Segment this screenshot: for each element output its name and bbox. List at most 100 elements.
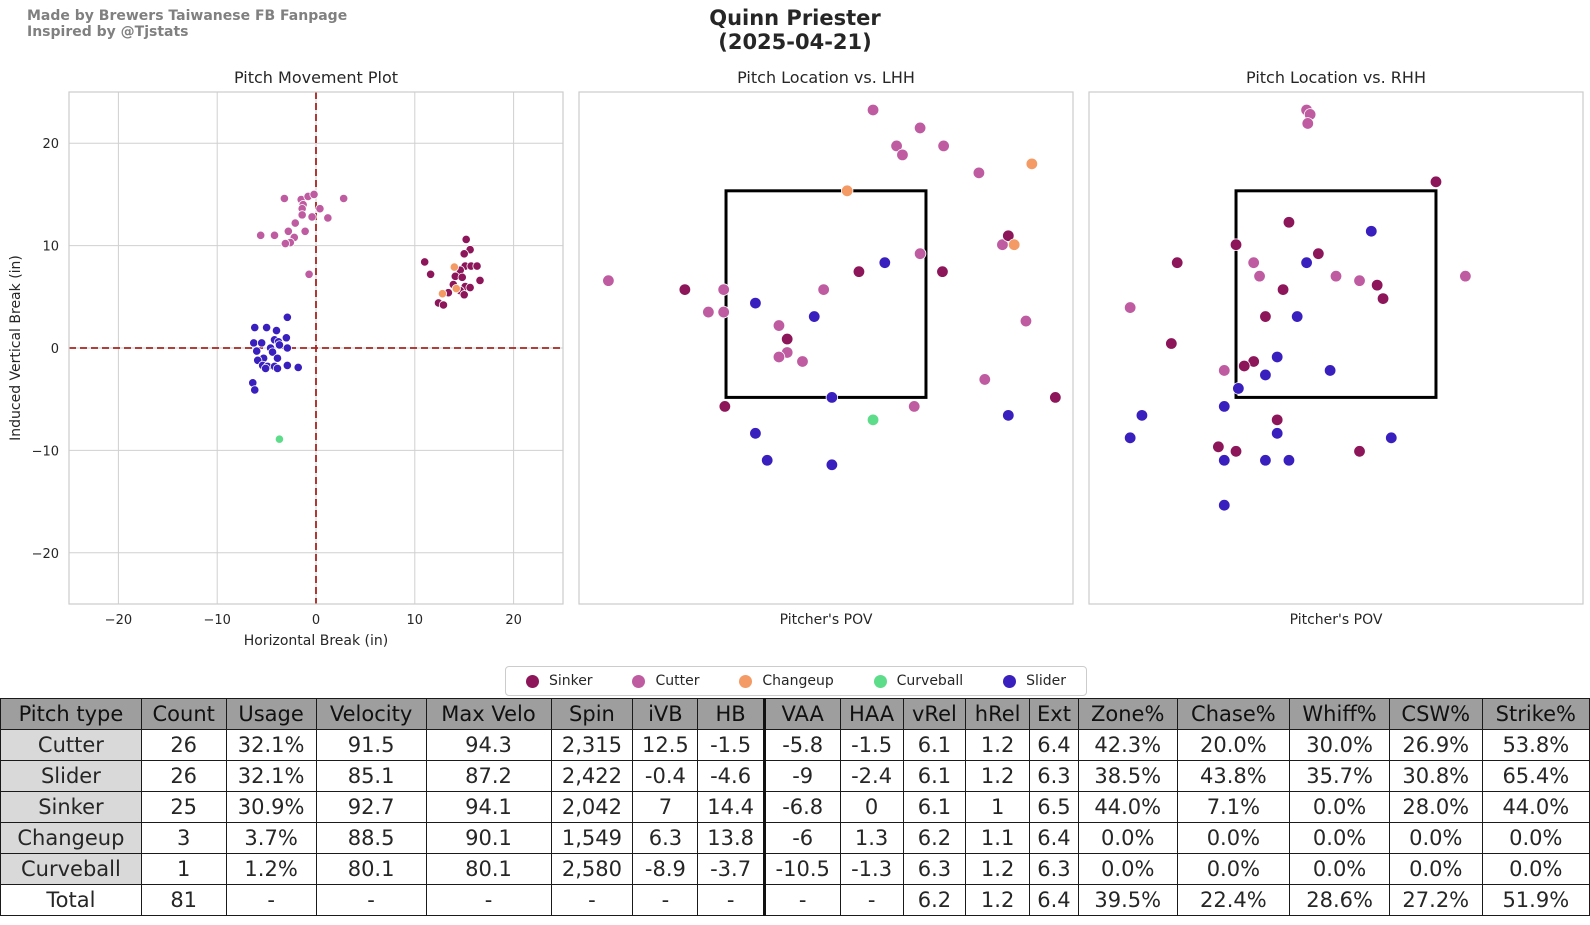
lhh-point-sinker — [1049, 391, 1062, 404]
movement-point-slider — [252, 346, 262, 356]
table-cell: 6.4 — [1029, 729, 1079, 761]
chart-title: Quinn Priester (2025-04-21) — [645, 6, 945, 54]
table-cell: -4.6 — [697, 760, 766, 792]
rhh-point-slider — [1218, 454, 1231, 467]
rhh-point-slider — [1323, 364, 1337, 377]
rhh-point-sinker — [1276, 283, 1290, 296]
table-cell: 6.5 — [1029, 791, 1079, 823]
column-header: Chase% — [1176, 698, 1291, 730]
table-cell: -6 — [763, 822, 841, 854]
movement-point-slider — [293, 362, 303, 373]
rhh-point-slider — [1135, 409, 1149, 422]
movement-point-slider — [282, 312, 292, 322]
rhh-frame — [1088, 91, 1584, 605]
movement-point-sinker — [461, 234, 471, 245]
table-cell: 81 — [140, 884, 227, 916]
movement-xtick-label: −20 — [105, 613, 132, 628]
table-cell: 6.3 — [632, 822, 699, 854]
credits: Made by Brewers Taiwanese FB Fanpage Ins… — [27, 8, 347, 40]
table-cell: 26 — [140, 729, 227, 761]
table-cell: 44.0% — [1077, 791, 1178, 823]
table-cell: 90.1 — [425, 822, 552, 854]
rhh-point-sinker — [1370, 278, 1384, 292]
table-header-row: Pitch type Count Usage Velocity Max Velo Spin… — [0, 698, 1590, 730]
table-cell: -8.9 — [632, 853, 699, 885]
legend-marker — [873, 674, 887, 688]
movement-title: Pitch Movement Plot — [234, 68, 398, 87]
lhh-point-slider — [808, 310, 821, 323]
table-cell: 0.0% — [1481, 853, 1590, 885]
legend-item-curveball: Curveball — [873, 673, 963, 689]
movement-point-cutter — [269, 230, 280, 240]
movement-point-cutter — [279, 193, 289, 204]
pitch-type-cell: Cutter — [0, 729, 142, 761]
table-cell: - — [632, 884, 699, 916]
column-header: Strike% — [1481, 698, 1590, 730]
table-cell: 25 — [140, 791, 227, 823]
movement-point-cutter — [256, 230, 266, 240]
table-cell: 20.0% — [1176, 729, 1291, 761]
table-cell: 6.3 — [1029, 760, 1079, 792]
movement-point-slider — [250, 322, 260, 333]
legend-label: Changeup — [762, 673, 834, 689]
movement-point-cutter — [339, 193, 349, 204]
lhh-point-cutter — [702, 305, 715, 319]
table-cell: - — [697, 884, 766, 916]
rhh-point-slider — [1270, 350, 1284, 364]
rhh-point-sinker — [1212, 440, 1225, 454]
lhh-point-cutter — [896, 148, 909, 162]
rhh-point-sinker — [1353, 445, 1366, 458]
table-cell: 28.6% — [1289, 884, 1390, 916]
lhh-point-cutter — [772, 350, 786, 364]
lhh-point-slider — [825, 391, 839, 404]
movement-point-slider — [261, 363, 271, 374]
lhh-point-sinker — [718, 400, 732, 413]
pitch-type-cell: Slider — [0, 760, 142, 792]
legend-label: Cutter — [655, 673, 700, 689]
table-cell: 13.8 — [697, 822, 766, 854]
legend-item-cutter: Cutter — [632, 673, 699, 689]
lhh-point-cutter — [913, 247, 927, 260]
lhh-point-sinker — [780, 332, 794, 346]
rhh-point-slider — [1385, 431, 1398, 445]
table-cell: 1.3 — [839, 822, 904, 854]
legend: Sinker Cutter Changeup Curveball Slider — [505, 666, 1087, 696]
pitcher-name: Quinn Priester — [709, 6, 881, 30]
rhh-point-slider — [1270, 427, 1284, 440]
lhh-point-cutter — [890, 139, 903, 153]
movement-point-slider — [274, 340, 285, 350]
rhh-point-sinker — [1229, 445, 1243, 458]
lhh-point-cutter — [772, 319, 786, 332]
lhh-point-slider — [749, 296, 762, 310]
movement-point-slider — [282, 360, 292, 371]
table-cell: 0.0% — [1289, 822, 1390, 854]
movement-point-slider — [282, 343, 292, 353]
movement-point-sinker — [457, 272, 467, 282]
movement-point-sinker — [438, 300, 449, 310]
movement-point-sinker — [465, 282, 475, 293]
table-cell: 1.2 — [965, 729, 1030, 761]
movement-ytick-label: −10 — [32, 444, 59, 459]
lhh-point-slider — [825, 458, 839, 471]
table-cell: -5.8 — [763, 729, 841, 761]
movement-point-sinker — [420, 257, 430, 267]
table-cell: 30.0% — [1289, 729, 1390, 761]
table-cell: 1 — [965, 791, 1030, 823]
legend-marker — [525, 674, 539, 688]
table-cell: 51.9% — [1481, 884, 1590, 916]
rhh-point-sinker — [1171, 256, 1184, 269]
table-cell: -1.5 — [697, 729, 766, 761]
column-header: vRel — [902, 698, 967, 730]
table-cell: 7 — [632, 791, 699, 823]
movement-frame — [68, 91, 564, 605]
table-row: Cutter 26 32.1% 91.5 94.3 2,315 12.5 -1.5 -5.8 -1… — [0, 729, 1590, 761]
table-cell: 0.0% — [1289, 853, 1390, 885]
lhh-point-cutter — [908, 400, 921, 413]
table-cell: 2,315 — [550, 729, 634, 761]
rhh-point-slider — [1282, 454, 1296, 467]
table-cell: -9 — [763, 760, 841, 792]
column-header: Count — [140, 698, 227, 730]
movement-point-cutter — [323, 213, 333, 223]
movement-point-sinker — [475, 275, 485, 286]
movement-point-sinker — [459, 249, 469, 259]
